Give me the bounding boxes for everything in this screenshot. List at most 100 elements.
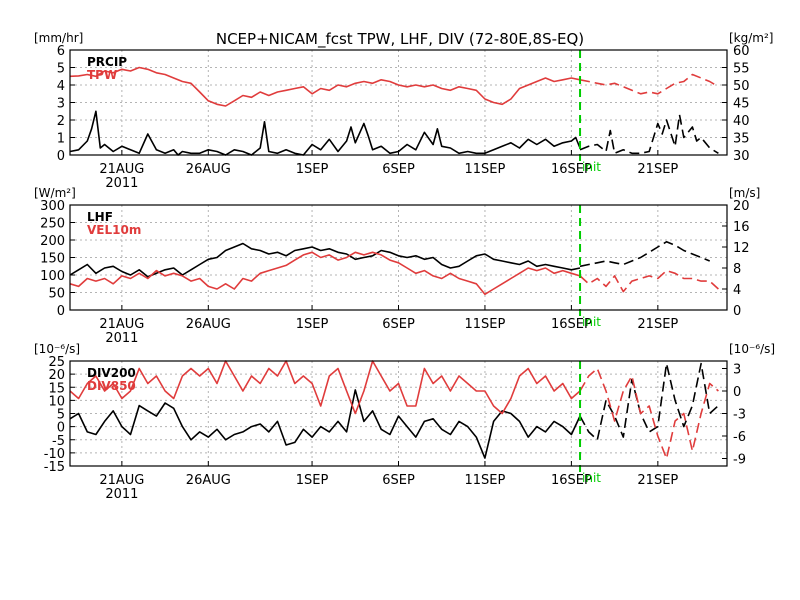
x-tick-label: 21AUG xyxy=(99,162,144,177)
x-year-label: 2011 xyxy=(105,331,138,346)
right-tick-label: 20 xyxy=(733,199,750,214)
left-tick-label: -5 xyxy=(52,434,65,449)
series-line-prcip xyxy=(69,110,581,156)
right-unit-label: [m/s] xyxy=(729,186,760,200)
init-label: init xyxy=(582,315,601,329)
left-tick-label: 200 xyxy=(40,234,65,249)
init-label: init xyxy=(582,471,601,485)
x-tick-label: 6SEP xyxy=(382,473,415,488)
x-tick-label: 21SEP xyxy=(637,162,678,177)
right-tick-label: 3 xyxy=(733,363,741,378)
left-unit-label: [10⁻⁶/s] xyxy=(34,342,80,356)
x-tick-label: 21AUG xyxy=(99,473,144,488)
right-tick-label: 60 xyxy=(733,44,750,59)
x-tick-label: 1SEP xyxy=(296,473,329,488)
series-line-prcip-fcst xyxy=(579,114,719,155)
series-label: DIV850 xyxy=(87,379,136,393)
x-year-label: 2011 xyxy=(105,487,138,502)
left-unit-label: [mm/hr] xyxy=(34,31,83,45)
left-tick-label: 6 xyxy=(57,44,65,59)
x-tick-label: 26AUG xyxy=(186,473,231,488)
x-tick-label: 21SEP xyxy=(637,317,678,332)
left-tick-label: 250 xyxy=(40,217,65,232)
right-tick-label: 16 xyxy=(733,220,750,235)
series-line-div850-fcst xyxy=(579,367,719,460)
left-tick-label: 5 xyxy=(57,62,65,77)
right-tick-label: -3 xyxy=(733,408,746,423)
series-line-div850 xyxy=(69,360,581,415)
series-label: PRCIP xyxy=(87,55,127,69)
chart-title: NCEP+NICAM_fcst TPW, LHF, DIV (72-80E,8S… xyxy=(216,30,584,49)
x-tick-label: 11SEP xyxy=(465,317,506,332)
right-tick-label: 55 xyxy=(733,62,750,77)
series-line-div200 xyxy=(69,389,581,459)
left-tick-label: 1 xyxy=(57,132,65,147)
left-tick-label: 0 xyxy=(57,149,65,164)
right-tick-label: 0 xyxy=(733,385,741,400)
left-tick-label: 0 xyxy=(57,421,65,436)
plot-frame xyxy=(69,204,728,311)
x-tick-label: 21AUG xyxy=(99,317,144,332)
right-tick-label: 45 xyxy=(733,97,750,112)
left-tick-label: -15 xyxy=(44,460,65,475)
left-tick-label: 50 xyxy=(48,287,65,302)
init-label: init xyxy=(582,160,601,174)
x-tick-label: 1SEP xyxy=(296,317,329,332)
x-tick-label: 16SEP xyxy=(551,317,592,332)
x-tick-label: 6SEP xyxy=(382,162,415,177)
left-tick-label: 10 xyxy=(48,394,65,409)
left-tick-label: 100 xyxy=(40,269,65,284)
left-tick-label: 5 xyxy=(57,408,65,423)
right-tick-label: 8 xyxy=(733,262,741,277)
x-tick-label: 1SEP xyxy=(296,162,329,177)
right-tick-label: 12 xyxy=(733,241,750,256)
series-label: TPW xyxy=(87,68,117,82)
right-tick-label: 0 xyxy=(733,304,741,319)
x-tick-label: 21SEP xyxy=(637,473,678,488)
left-tick-label: 0 xyxy=(57,304,65,319)
x-tick-label: 16SEP xyxy=(551,162,592,177)
plot-frame xyxy=(69,360,728,467)
left-tick-label: 300 xyxy=(40,199,65,214)
left-tick-label: 150 xyxy=(40,252,65,267)
right-tick-label: -9 xyxy=(733,453,746,468)
series-label: DIV200 xyxy=(87,366,136,380)
left-tick-label: 25 xyxy=(48,355,65,370)
panel-div200-div850: -15-10-50510152025-9-6-30321AUG201126AUG… xyxy=(34,342,775,502)
series-label: LHF xyxy=(87,210,113,224)
right-tick-label: 50 xyxy=(733,79,750,94)
x-tick-label: 26AUG xyxy=(186,162,231,177)
series-line-tpw-fcst xyxy=(579,73,719,95)
right-unit-label: [10⁻⁶/s] xyxy=(729,342,775,356)
right-tick-label: 4 xyxy=(733,283,741,298)
series-line-lhf-fcst xyxy=(579,241,711,268)
left-tick-label: -10 xyxy=(44,447,65,462)
right-unit-label: [kg/m²] xyxy=(729,31,773,45)
series-line-tpw xyxy=(69,66,581,107)
right-tick-label: 30 xyxy=(733,149,750,164)
x-tick-label: 11SEP xyxy=(465,473,506,488)
right-tick-label: 35 xyxy=(733,132,750,147)
series-line-lhf xyxy=(69,242,581,278)
series-line-vel10m-fcst xyxy=(579,269,719,293)
left-tick-label: 2 xyxy=(57,114,65,129)
x-tick-label: 6SEP xyxy=(382,317,415,332)
left-tick-label: 3 xyxy=(57,97,65,112)
plot-frame xyxy=(69,49,728,156)
right-tick-label: 40 xyxy=(733,114,750,129)
x-tick-label: 26AUG xyxy=(186,317,231,332)
left-tick-label: 4 xyxy=(57,79,65,94)
series-label: VEL10m xyxy=(87,223,141,237)
x-tick-label: 11SEP xyxy=(465,162,506,177)
left-tick-label: 20 xyxy=(48,368,65,383)
right-tick-label: -6 xyxy=(733,430,746,445)
left-unit-label: [W/m²] xyxy=(34,186,76,200)
series-line-vel10m xyxy=(69,251,581,296)
x-tick-label: 16SEP xyxy=(551,473,592,488)
left-tick-label: 15 xyxy=(48,381,65,396)
x-year-label: 2011 xyxy=(105,176,138,191)
